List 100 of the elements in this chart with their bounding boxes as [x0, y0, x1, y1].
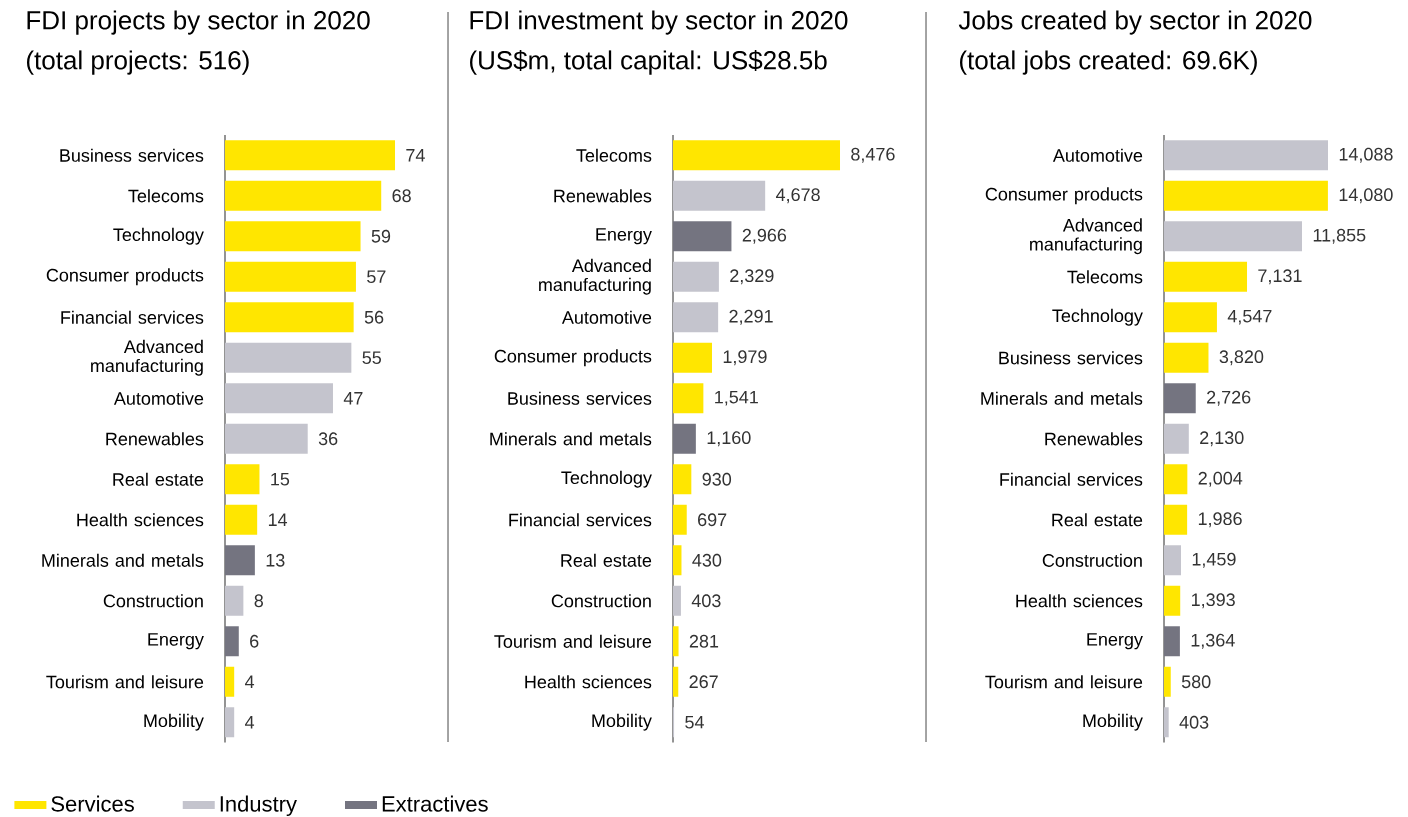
y-tick-label: Tourism and leisure — [985, 675, 1143, 689]
data-label: 3,820 — [1219, 350, 1264, 366]
data-label: 4 — [245, 716, 255, 729]
data-label: 1,541 — [715, 390, 758, 406]
bar — [225, 585, 244, 616]
bar — [1164, 221, 1303, 252]
data-label: 403 — [1179, 715, 1209, 729]
data-label: 68 — [392, 189, 411, 203]
bar — [1164, 383, 1196, 414]
data-label: 1,160 — [707, 431, 751, 447]
bar — [225, 707, 235, 738]
y-tick-label: Health sciences — [1016, 594, 1143, 608]
y-tick-label: Advanced manufacturing — [1030, 218, 1142, 255]
bar — [225, 302, 354, 333]
y-tick-label: Tourism and leisure — [494, 634, 652, 648]
data-label: 430 — [692, 553, 722, 567]
data-label: 57 — [367, 270, 386, 284]
y-tick-label: Telecoms — [1067, 270, 1143, 284]
bar — [673, 383, 704, 414]
data-label: 8,476 — [851, 147, 895, 163]
data-label: 281 — [689, 634, 719, 648]
y-tick-label: Real estate — [113, 472, 204, 486]
data-label: 14,088 — [1339, 147, 1393, 163]
data-label: 697 — [698, 513, 727, 527]
data-label: 55 — [362, 351, 382, 365]
y-tick-label: Business services — [999, 351, 1143, 365]
data-label: 2,130 — [1200, 431, 1244, 447]
y-tick-label: Technology — [113, 227, 204, 245]
bar — [1164, 464, 1188, 495]
y-tick-label: Mobility — [144, 713, 204, 731]
data-label: 7,131 — [1258, 269, 1302, 285]
bar — [1164, 261, 1248, 292]
y-tick-label: Real estate — [561, 553, 652, 567]
data-label: 6 — [250, 634, 259, 648]
y-tick-label: Automotive — [561, 310, 652, 324]
bar — [1164, 423, 1189, 454]
bar — [225, 383, 333, 414]
y-tick-label: Consumer products — [494, 349, 652, 367]
bar — [673, 140, 840, 171]
bar — [673, 626, 679, 657]
data-label: 403 — [691, 594, 721, 608]
bar — [225, 342, 352, 373]
y-tick-label: Renewables — [106, 432, 204, 446]
bar — [225, 464, 260, 495]
bar — [1164, 707, 1169, 738]
data-label: 1,986 — [1198, 512, 1242, 528]
bar — [673, 545, 682, 576]
data-label: 56 — [364, 310, 384, 324]
y-tick-label: Consumer products — [985, 187, 1143, 205]
y-tick-label: Health sciences — [525, 675, 652, 689]
y-tick-label: Energy — [148, 633, 204, 650]
bar — [1164, 504, 1188, 535]
y-tick-label: Advanced manufacturing — [91, 339, 203, 376]
y-tick-label: Real estate — [1052, 513, 1143, 527]
data-label: 59 — [371, 229, 391, 243]
bar — [225, 180, 382, 211]
chart-subtitle: (total jobs created: 69.6K) — [960, 50, 1257, 75]
bar — [225, 423, 308, 454]
y-tick-label: Energy — [1087, 633, 1143, 650]
bar — [673, 464, 692, 495]
y-tick-label: Technology — [561, 470, 652, 488]
y-tick-label: Construction — [551, 594, 651, 608]
data-label: 8 — [254, 594, 263, 608]
legend-label: Services — [51, 795, 134, 812]
data-label: 1,364 — [1191, 633, 1235, 649]
bar — [225, 666, 235, 697]
y-tick-label: Business services — [60, 148, 204, 162]
y-tick-label: Advanced manufacturing — [539, 258, 651, 295]
bar — [673, 302, 719, 333]
data-label: 2,291 — [729, 309, 773, 325]
bar — [1164, 666, 1171, 697]
data-label: 4 — [245, 675, 255, 688]
bar — [1164, 140, 1329, 171]
y-tick-label: Consumer products — [46, 268, 204, 286]
y-tick-label: Business services — [508, 391, 652, 405]
data-label: 2,329 — [730, 269, 774, 285]
chart-subtitle: (total projects: 516) — [26, 50, 249, 75]
data-label: 36 — [318, 432, 338, 446]
data-label: 930 — [702, 472, 732, 486]
y-tick-label: Minerals and metals — [981, 391, 1143, 405]
data-label: 15 — [271, 472, 290, 486]
y-tick-label: Health sciences — [77, 513, 204, 527]
y-tick-label: Mobility — [1083, 713, 1143, 731]
y-tick-label: Telecoms — [576, 148, 652, 162]
bar — [225, 261, 356, 292]
bar — [673, 180, 766, 211]
data-label: 11,855 — [1313, 228, 1366, 244]
bar — [225, 504, 258, 535]
y-tick-label: Renewables — [554, 189, 652, 203]
data-label: 580 — [1181, 675, 1211, 689]
bar — [673, 585, 681, 616]
chart-title: FDI projects by sector in 2020 — [27, 10, 370, 35]
y-tick-label: Telecoms — [128, 189, 204, 203]
bar — [673, 504, 687, 535]
y-tick-label: Automotive — [113, 391, 204, 405]
chart-subtitle: (US$m, total capital: US$28.5b — [470, 49, 827, 75]
bar — [225, 140, 396, 171]
data-label: 267 — [689, 675, 718, 689]
data-label: 4,678 — [775, 188, 820, 204]
bar — [1164, 180, 1328, 211]
